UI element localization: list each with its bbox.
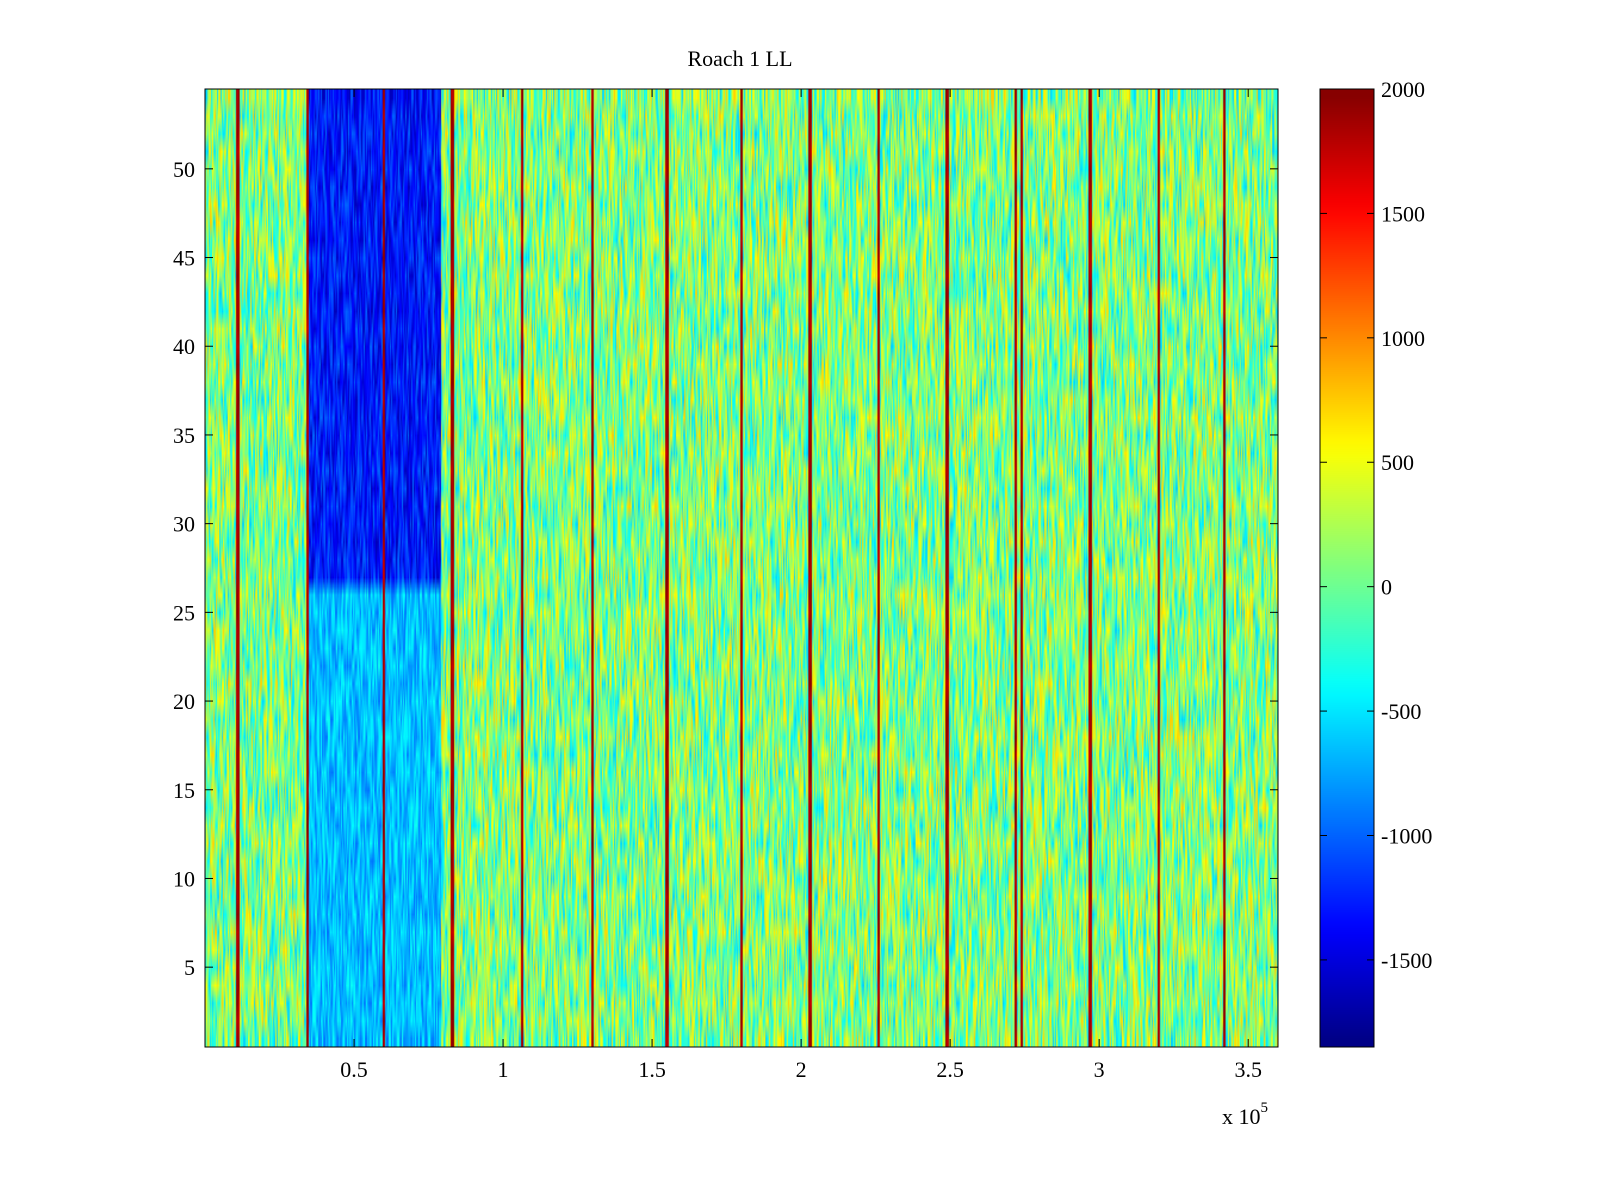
- y-tick-label: 5: [184, 955, 195, 980]
- colorbar-axis: 2000 1500 1000 500 0 -500 -1000 -1500: [1320, 77, 1432, 973]
- colorbar-tick-label: 0: [1381, 575, 1392, 600]
- colorbar-tick-label: 2000: [1381, 77, 1425, 102]
- colorbar-frame: [1319, 88, 1375, 1048]
- x-tick-label: 3: [1094, 1057, 1105, 1082]
- y-tick-label: 40: [173, 334, 195, 359]
- y-tick-label: 25: [173, 600, 195, 625]
- y-tick-label: 45: [173, 246, 195, 271]
- heatmap-plot: 0.5 1 1.5 2 2.5 3 3.5 5 10 15 20 25 30 35 40 45 50 x 10…: [173, 88, 1279, 1129]
- heatmap-image: [205, 89, 1278, 1047]
- x-tick-label: 2.5: [936, 1057, 964, 1082]
- colorbar-tick-label: 1500: [1381, 201, 1425, 226]
- y-axis: 5 10 15 20 25 30 35 40 45 50: [173, 157, 1278, 980]
- y-tick-label: 20: [173, 689, 195, 714]
- colorbar-tick-label: -1000: [1381, 823, 1432, 848]
- colorbar-tick-label: 500: [1381, 450, 1414, 475]
- y-tick-label: 15: [173, 778, 195, 803]
- x-axis-exponent: x 105: [1222, 1100, 1268, 1129]
- x-exponent-power: 5: [1261, 1100, 1269, 1116]
- colorbar-tick-label: -500: [1381, 699, 1421, 724]
- chart-title: Roach 1 LL: [687, 46, 792, 71]
- colorbar-tick-label: -1500: [1381, 948, 1432, 973]
- x-tick-label: 3.5: [1234, 1057, 1262, 1082]
- x-tick-label: 1: [498, 1057, 509, 1082]
- colorbar-gradient: [1320, 89, 1374, 1047]
- y-tick-label: 30: [173, 512, 195, 537]
- y-tick-label: 50: [173, 157, 195, 182]
- x-tick-label: 0.5: [340, 1057, 368, 1082]
- colorbar-tick-label: 1000: [1381, 326, 1425, 351]
- colorbar: 2000 1500 1000 500 0 -500 -1000 -1500: [1319, 77, 1432, 1048]
- x-tick-label: 1.5: [638, 1057, 666, 1082]
- x-exponent-base: x 10: [1222, 1104, 1261, 1129]
- x-tick-label: 2: [796, 1057, 807, 1082]
- y-tick-label: 10: [173, 866, 195, 891]
- plot-frame: [204, 88, 1279, 1048]
- x-axis: 0.5 1 1.5 2 2.5 3 3.5: [340, 89, 1262, 1082]
- y-tick-label: 35: [173, 423, 195, 448]
